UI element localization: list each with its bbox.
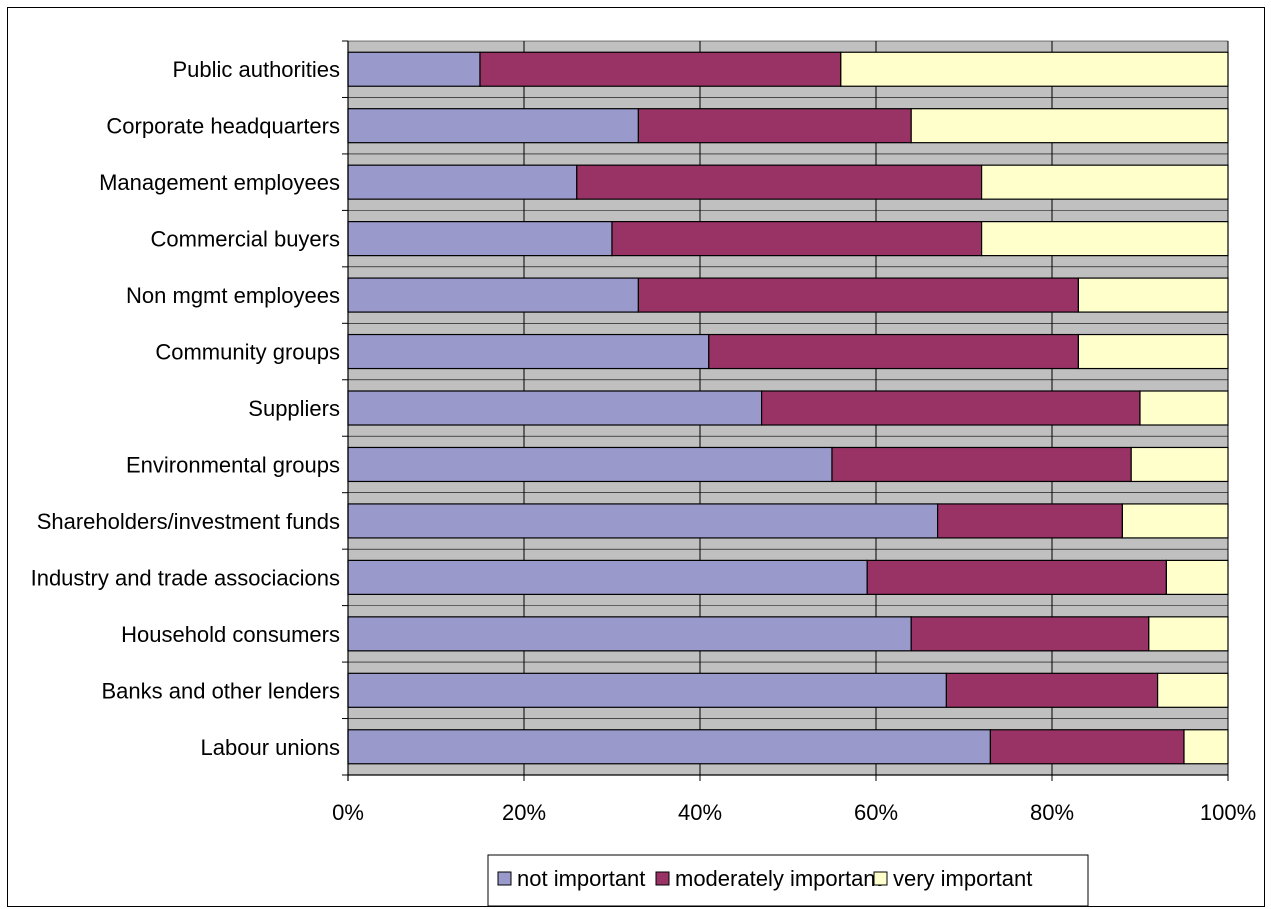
bar-segment-very-important (1077, 277, 1229, 313)
bar-segment-moderately-important (831, 446, 1132, 483)
bar-segment-not-important (347, 108, 639, 144)
bar-segment-very-important (1121, 503, 1229, 539)
x-tick-label: 40% (678, 800, 722, 825)
bar-segment-not-important (347, 503, 939, 539)
bar-segment-moderately-important (936, 503, 1123, 539)
bar-segment-not-important (347, 672, 948, 708)
category-label: Industry and trade associacions (31, 565, 340, 590)
bar-segment-moderately-important (611, 221, 983, 257)
bar-segment-very-important (910, 108, 1229, 144)
bar-segment-not-important (347, 616, 912, 652)
bar-segment-moderately-important (637, 277, 1080, 313)
category-label: Suppliers (248, 396, 340, 421)
bar-segment-moderately-important (866, 559, 1168, 595)
bar-segment-very-important (840, 51, 1229, 87)
stacked-bar-chart: Public authorities Corporate headquarters… (31, 40, 1256, 906)
bar-segment-moderately-important (989, 729, 1185, 765)
bar-segment-not-important (347, 729, 992, 765)
category-label: Banks and other lenders (102, 678, 341, 703)
bar-segment-not-important (347, 390, 763, 426)
legend-swatch (497, 871, 512, 886)
bar-segment-moderately-important (708, 333, 1079, 370)
bar-segment-very-important (1148, 616, 1229, 652)
x-tick-label: 60% (854, 800, 898, 825)
bar-segment-not-important (347, 333, 710, 370)
legend-box (487, 854, 1089, 906)
bar-segment-very-important (1139, 390, 1229, 426)
x-tick-label: 80% (1030, 800, 1074, 825)
bar-segment-not-important (347, 164, 578, 200)
bar-segment-not-important (347, 446, 833, 483)
category-label: Community groups (155, 340, 340, 365)
bar-segment-moderately-important (910, 616, 1150, 652)
bar-segment-moderately-important (479, 51, 842, 87)
x-tick-label: 20% (502, 800, 546, 825)
category-label: Management employees (99, 170, 340, 195)
bar-segment-very-important (1130, 446, 1229, 483)
category-label: Corporate headquarters (106, 114, 340, 139)
bar-segment-very-important (1077, 333, 1229, 370)
bar-segment-moderately-important (637, 108, 912, 144)
category-label: Environmental groups (126, 452, 340, 477)
legend-label: very important (893, 866, 1032, 891)
category-label: Shareholders/investment funds (37, 509, 340, 534)
category-label: Commercial buyers (151, 227, 341, 252)
legend-swatch (873, 871, 888, 886)
bar-segment-very-important (980, 164, 1229, 200)
bar-segment-moderately-important (576, 164, 983, 200)
bar-segment-moderately-important (945, 672, 1159, 708)
legend-label: not important (517, 866, 645, 891)
category-label: Public authorities (172, 57, 340, 82)
chart-container: Public authorities Corporate headquarters… (7, 7, 1265, 907)
bar-segment-very-important (1165, 559, 1229, 595)
bar-segment-not-important (347, 559, 868, 595)
category-label: Labour unions (201, 735, 340, 760)
bar-segment-not-important (347, 51, 481, 87)
category-label: Non mgmt employees (126, 283, 340, 308)
bar-segment-very-important (1156, 672, 1229, 708)
category-label: Household consumers (121, 622, 340, 647)
bar-segment-not-important (347, 221, 613, 257)
bar-segment-not-important (347, 277, 639, 313)
bar-segment-very-important (1183, 729, 1229, 765)
legend-label: moderately important (675, 866, 882, 891)
bar-segment-very-important (980, 221, 1229, 257)
x-tick-label: 100% (1200, 800, 1256, 825)
x-tick-label: 0% (332, 800, 364, 825)
bar-segment-moderately-important (760, 390, 1141, 426)
legend-swatch (655, 871, 670, 886)
